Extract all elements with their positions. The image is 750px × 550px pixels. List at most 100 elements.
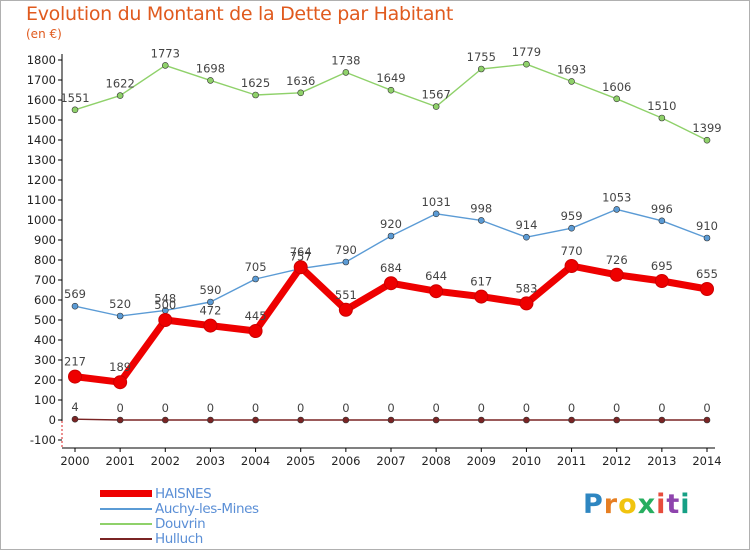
data-label: 0: [613, 401, 620, 415]
data-label: 617: [470, 275, 492, 289]
y-tick-label: 1800: [27, 53, 56, 67]
data-point-haisnes: [474, 289, 489, 304]
data-label: 217: [64, 355, 86, 369]
data-label: 726: [606, 253, 628, 267]
y-tick-label: 1400: [27, 133, 56, 147]
data-label: 0: [207, 401, 214, 415]
data-label: 705: [245, 260, 267, 274]
legend-label-haisnes: HAISNES: [155, 486, 212, 502]
data-label: 684: [380, 261, 402, 275]
data-point-auchy-les-mines: [342, 258, 350, 266]
y-tick-label: 800: [34, 253, 56, 267]
y-tick-label: 600: [34, 293, 56, 307]
data-label: 0: [162, 401, 169, 415]
data-label: 500: [154, 298, 176, 312]
logo-letter: r: [603, 489, 619, 520]
x-tick-label: 2004: [241, 454, 270, 468]
logo-letter: i: [656, 489, 667, 520]
y-tick-label: 400: [34, 333, 56, 347]
data-point-hulluch: [252, 416, 259, 424]
data-label: 644: [425, 269, 447, 283]
data-point-hulluch: [71, 415, 79, 423]
y-tick-label: 300: [34, 353, 56, 367]
data-point-auchy-les-mines: [387, 232, 395, 240]
data-label: 1649: [376, 71, 405, 85]
chart-subtitle: (en €): [26, 27, 62, 41]
data-point-douvrin: [342, 69, 350, 76]
x-tick-label: 2012: [602, 454, 631, 468]
x-tick-label: 2003: [196, 454, 225, 468]
data-label: 1551: [60, 91, 89, 105]
data-label: 548: [154, 291, 176, 305]
y-tick-label: 1200: [27, 173, 56, 187]
legend-label-douvrin: Douvrin: [155, 516, 206, 532]
data-point-hulluch: [207, 416, 214, 424]
y-tick-label: 1100: [27, 193, 56, 207]
data-point-hulluch: [703, 416, 711, 424]
data-point-douvrin: [703, 136, 711, 144]
data-point-auchy-les-mines: [568, 224, 575, 232]
data-label: 445: [245, 309, 267, 323]
logo-letter: P: [583, 489, 604, 520]
data-point-douvrin: [613, 95, 621, 103]
data-label: 551: [335, 288, 357, 302]
x-tick-label: 2001: [106, 454, 135, 468]
data-point-haisnes: [293, 260, 308, 275]
y-tick-label: 1600: [27, 93, 56, 107]
data-label: 1510: [647, 99, 676, 113]
data-label: 1693: [557, 62, 586, 76]
legend: HAISNES Auchy-les-Mines Douvrin Hulluch: [100, 486, 360, 547]
data-label: 1622: [106, 77, 135, 91]
x-tick-label: 2009: [467, 454, 496, 468]
legend-swatch-douvrin: [100, 523, 152, 525]
data-label: 0: [523, 401, 530, 415]
legend-swatch-hulluch: [100, 538, 152, 540]
data-label: 1636: [286, 74, 315, 88]
data-label: 655: [696, 267, 718, 281]
data-point-douvrin: [523, 60, 530, 68]
y-tick-label: 100: [34, 393, 56, 407]
data-label: 770: [561, 244, 583, 258]
data-point-auchy-les-mines: [116, 312, 124, 320]
data-point-haisnes: [519, 296, 534, 311]
data-point-douvrin: [161, 62, 169, 69]
data-point-auchy-les-mines: [703, 234, 711, 242]
legend-label-auchy: Auchy-les-Mines: [155, 501, 259, 517]
y-tick-label: 1000: [27, 213, 56, 227]
y-tick-label: 1500: [27, 113, 56, 127]
x-tick-label: 2005: [286, 454, 315, 468]
data-label: 0: [342, 401, 349, 415]
legend-item-douvrin: Douvrin: [100, 516, 360, 532]
data-label: 920: [380, 217, 402, 231]
legend-swatch-auchy: [100, 508, 152, 510]
data-point-haisnes: [338, 302, 353, 317]
legend-item-hulluch: Hulluch: [100, 531, 360, 547]
data-label: 1755: [467, 50, 496, 64]
legend-item-auchy: Auchy-les-Mines: [100, 501, 360, 517]
data-point-hulluch: [297, 416, 305, 424]
data-point-auchy-les-mines: [477, 217, 485, 224]
x-tick-label: 2002: [151, 454, 180, 468]
data-label: 790: [335, 243, 357, 257]
data-label: 1053: [602, 190, 631, 204]
data-point-haisnes: [564, 259, 579, 273]
data-label: 695: [651, 259, 673, 273]
y-tick-label: 900: [34, 233, 56, 247]
data-label: 1779: [512, 45, 541, 59]
data-point-douvrin: [297, 89, 305, 97]
data-point-haisnes: [700, 282, 714, 296]
data-point-douvrin: [71, 106, 79, 114]
legend-item-haisnes: HAISNES: [100, 486, 360, 502]
data-point-haisnes: [203, 318, 218, 333]
data-label: 472: [199, 304, 221, 318]
data-point-auchy-les-mines: [658, 217, 666, 225]
data-label: 569: [64, 287, 86, 301]
data-point-haisnes: [158, 313, 173, 327]
data-point-douvrin: [252, 91, 259, 99]
data-point-auchy-les-mines: [252, 275, 259, 283]
data-label: 1567: [422, 88, 451, 102]
data-label: 0: [297, 401, 304, 415]
data-label: 910: [696, 219, 718, 233]
data-label: 0: [432, 401, 439, 415]
